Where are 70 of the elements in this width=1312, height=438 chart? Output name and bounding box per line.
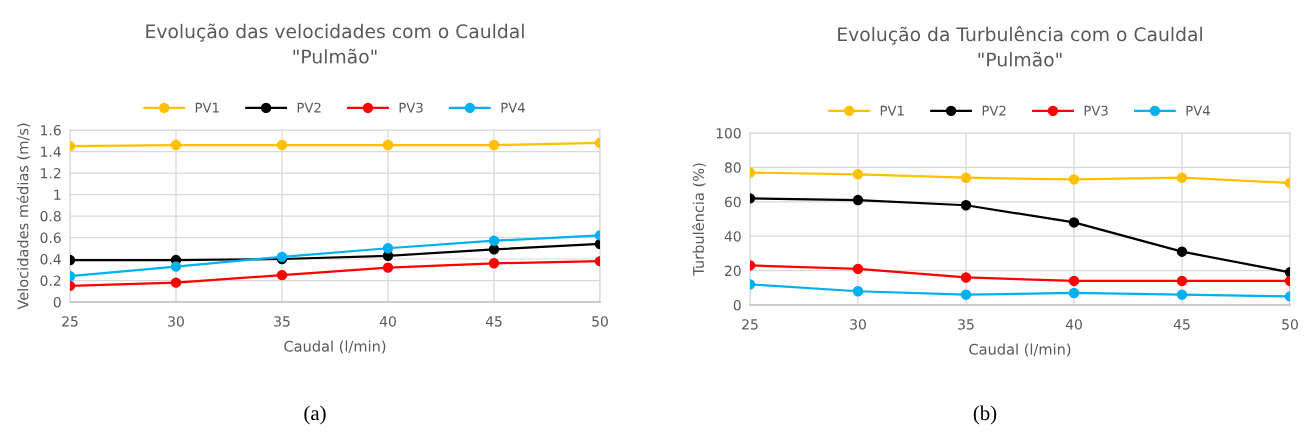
x-tick-label: 30	[850, 319, 866, 330]
point	[382, 139, 394, 151]
legend-label: PV3	[399, 102, 423, 113]
y-tick-label: 100	[716, 127, 741, 139]
x-tick-label: 40	[1065, 319, 1082, 330]
point	[276, 139, 288, 151]
legend-label: PV2	[297, 102, 321, 113]
y-tick-label: 0	[733, 299, 741, 311]
y-tick-label: 0.2	[40, 275, 61, 286]
point	[276, 269, 288, 281]
text: (b)	[973, 405, 997, 425]
chart-title: Evolução da Turbulência com o Cauldal "Pulmão"	[838, 26, 1202, 67]
point	[488, 235, 500, 246]
point	[1068, 174, 1080, 185]
y-axis-title: Velocidades médias (m/s)	[16, 123, 31, 310]
point	[960, 172, 972, 183]
y-tick-label: 1.4	[41, 146, 61, 157]
y-tick-label: 1.6	[41, 124, 61, 136]
x-axis-title: Caudal (l/min)	[969, 343, 1071, 357]
y-tick-label: 60	[724, 196, 741, 208]
y-tick-label: 0.6	[40, 232, 61, 243]
x-tick-label: 35	[274, 316, 290, 327]
y-tick-label: 0	[53, 296, 61, 308]
point	[852, 263, 864, 275]
legend-label: PV3	[1084, 105, 1108, 116]
point	[852, 286, 864, 297]
legend-label: PV4	[501, 102, 525, 113]
x-tick-label: 25	[62, 316, 78, 327]
point	[852, 169, 864, 180]
point	[1176, 172, 1188, 183]
point	[170, 139, 182, 151]
legend-label: PV2	[982, 105, 1006, 116]
y-tick-label: 1	[54, 189, 61, 200]
point	[1068, 287, 1080, 299]
x-tick-label: 40	[379, 316, 396, 327]
point	[170, 277, 182, 288]
legend-label: PV1	[880, 105, 904, 116]
x-tick-label: 45	[1173, 319, 1190, 330]
point	[1068, 217, 1080, 228]
point	[1176, 246, 1188, 257]
x-tick-label: 35	[958, 319, 974, 330]
point	[1176, 275, 1188, 287]
point	[960, 272, 972, 283]
x-tick-label: 50	[592, 316, 608, 327]
point	[1176, 289, 1188, 300]
point	[852, 194, 864, 206]
y-tick-label: 0.8	[40, 210, 61, 222]
point	[382, 243, 394, 254]
chart-title: Evolução das velocidades com o Cauldal "Pulmão"	[146, 23, 524, 64]
point	[488, 258, 500, 269]
x-tick-label: 45	[485, 316, 502, 327]
y-tick-label: 1.2	[41, 167, 61, 179]
y-tick-label: 0.4	[40, 253, 61, 265]
legend-label: PV4	[1186, 105, 1210, 116]
point	[960, 200, 972, 211]
point	[1068, 275, 1080, 287]
text: (a)	[304, 405, 326, 425]
x-tick-label: 50	[1282, 319, 1298, 330]
y-tick-label: 40	[724, 231, 741, 242]
y-axis-title: Turbulência (%)	[692, 163, 706, 276]
point	[960, 289, 972, 300]
point	[488, 139, 500, 151]
x-axis-title: Caudal (l/min)	[284, 340, 386, 354]
x-tick-label: 25	[742, 319, 758, 330]
point	[170, 261, 182, 272]
point	[382, 262, 394, 273]
legend-label: PV1	[195, 102, 219, 113]
x-tick-label: 30	[168, 316, 184, 327]
y-tick-label: 80	[724, 162, 741, 173]
y-tick-label: 20	[725, 265, 741, 277]
